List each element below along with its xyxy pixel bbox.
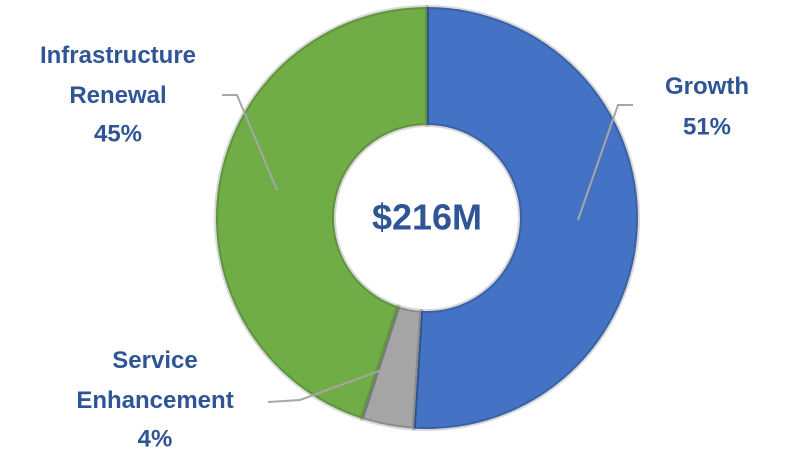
donut-slice	[214, 5, 429, 421]
value-label: 4%	[138, 425, 173, 452]
value-label: 45%	[94, 120, 142, 147]
center-label: $216M	[372, 197, 482, 238]
category-label: Service Enhancement	[76, 347, 233, 414]
category-label: Growth	[665, 73, 749, 100]
leader-line	[577, 104, 633, 221]
category-label: Infrastructure Renewal	[40, 42, 196, 109]
donut	[214, 5, 640, 431]
value-label: 51%	[683, 113, 731, 140]
leader-line	[222, 94, 278, 191]
leader-line	[267, 366, 391, 403]
donut-slice	[411, 5, 640, 431]
